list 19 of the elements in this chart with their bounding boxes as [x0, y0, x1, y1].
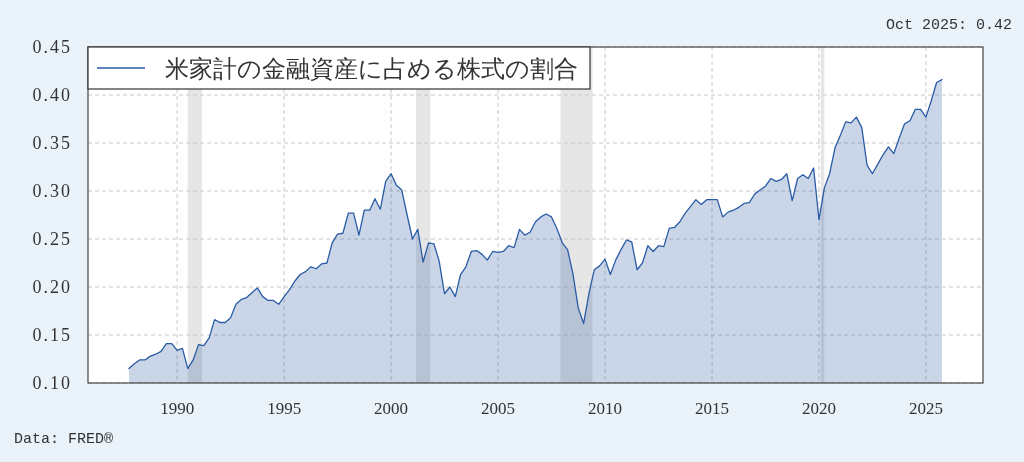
y-tick-label: 0.20 — [32, 277, 72, 297]
x-tick-label: 2005 — [481, 399, 516, 418]
x-tick-label: 2025 — [908, 399, 943, 418]
y-tick-label: 0.30 — [32, 181, 72, 201]
x-tick-label: 1990 — [160, 399, 195, 418]
text: Oct 2025: 0.42 — [885, 17, 1012, 34]
text: Data: FRED® — [14, 431, 114, 448]
legend-label: 米家計の金融資産に占める株式の割合 — [165, 56, 578, 82]
y-tick-label: 0.35 — [32, 133, 72, 153]
x-tick-label: 2010 — [588, 399, 623, 418]
y-tick-label: 0.45 — [32, 37, 72, 57]
x-tick-label: 2020 — [801, 399, 836, 418]
y-tick-label: 0.10 — [32, 373, 72, 393]
y-tick-label: 0.40 — [32, 85, 72, 105]
y-tick-label: 0.25 — [32, 229, 72, 249]
x-tick-label: 2015 — [695, 399, 730, 418]
y-tick-label: 0.15 — [32, 325, 72, 345]
x-tick-label: 1995 — [267, 399, 302, 418]
x-tick-label: 2000 — [374, 399, 409, 418]
